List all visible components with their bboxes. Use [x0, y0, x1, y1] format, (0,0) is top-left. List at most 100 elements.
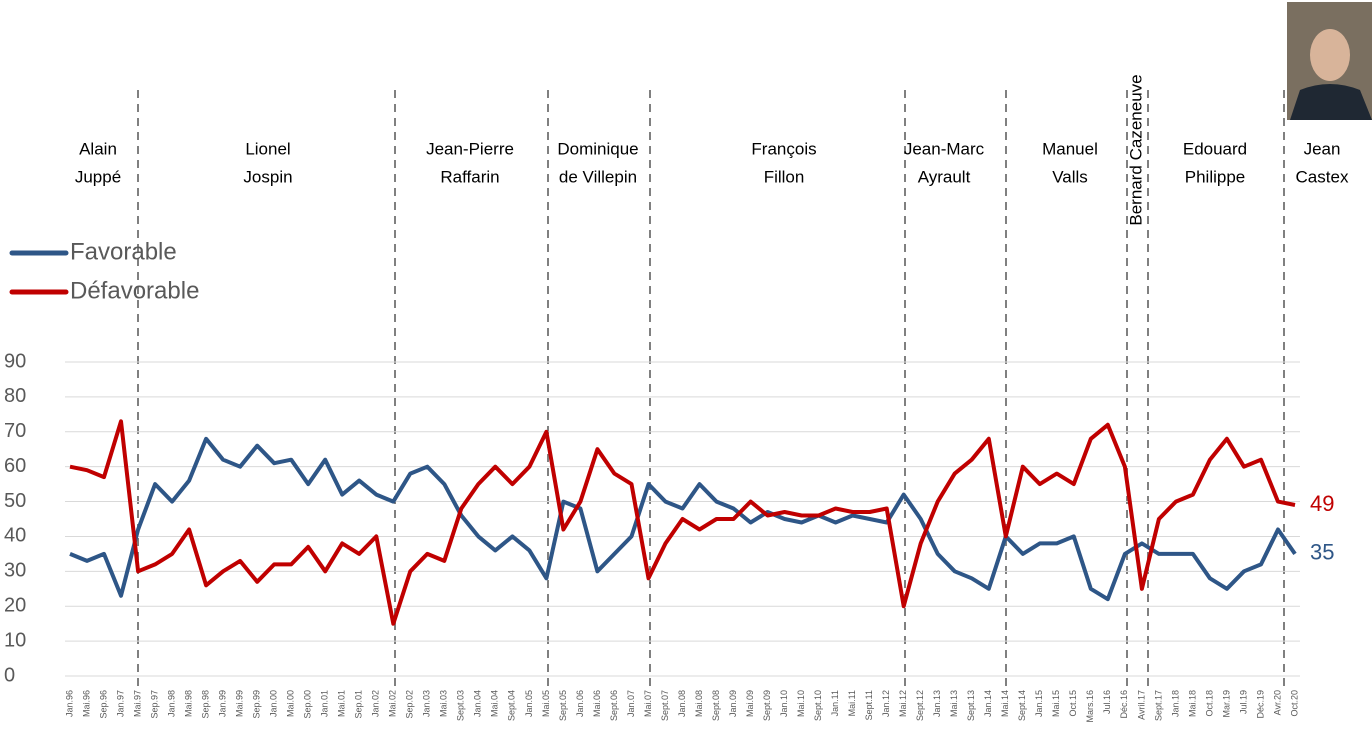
- prime-minister-label: François: [751, 139, 816, 158]
- x-tick-label: Jan.98: [166, 690, 176, 717]
- x-tick-label: Jan.97: [115, 690, 125, 717]
- y-tick-label: 60: [4, 455, 26, 477]
- prime-minister-label: Jean: [1304, 139, 1341, 158]
- x-tick-label: Avr.20: [1272, 690, 1282, 715]
- x-tick-label: Jan.12: [881, 690, 891, 717]
- prime-minister-label: Valls: [1052, 167, 1088, 186]
- prime-minister-label: Ayrault: [918, 167, 971, 186]
- x-tick-label: Jan.00: [269, 690, 279, 717]
- x-tick-label: Sept.14: [1017, 690, 1027, 721]
- x-tick-label: Jan.15: [1034, 690, 1044, 717]
- x-tick-label: Sep.99: [252, 690, 262, 719]
- prime-minister-label: Fillon: [764, 167, 805, 186]
- y-tick-label: 0: [4, 664, 15, 686]
- x-tick-label: Mar.19: [1221, 690, 1231, 718]
- x-tick-label: Jan.09: [728, 690, 738, 717]
- period-dividers: [137, 90, 1285, 690]
- x-tick-label: Jan.13: [932, 690, 942, 717]
- end-value-label: 35: [1310, 540, 1334, 565]
- x-tick-label: Jan.18: [1170, 690, 1180, 717]
- x-tick-label: Sep.96: [98, 690, 108, 719]
- prime-minister-label: Dominique: [557, 139, 638, 158]
- x-tick-label: Mai.10: [796, 690, 806, 717]
- x-tick-label: Sept.17: [1153, 690, 1163, 721]
- legend-label: Défavorable: [70, 277, 199, 304]
- x-tick-label: Sep.01: [354, 690, 364, 719]
- x-tick-label: Jan.02: [371, 690, 381, 717]
- x-tick-label: Jan.06: [575, 690, 585, 717]
- x-tick-label: Mai.01: [337, 690, 347, 717]
- x-tick-label: Jan.14: [983, 690, 993, 717]
- x-tick-label: Sept.13: [966, 690, 976, 721]
- x-tick-label: Sept.10: [813, 690, 823, 721]
- x-tick-label: Mai.05: [541, 690, 551, 717]
- prime-minister-label: Raffarin: [440, 167, 499, 186]
- y-tick-label: 50: [4, 490, 26, 512]
- x-tick-label: Sep.98: [200, 690, 210, 719]
- x-tick-label: Mai.96: [81, 690, 91, 717]
- x-tick-label: Déc.19: [1255, 690, 1265, 719]
- x-tick-label: Sept.08: [711, 690, 721, 721]
- x-tick-label: Jan.99: [218, 690, 228, 717]
- x-tick-label: Sept.12: [915, 690, 925, 721]
- y-tick-label: 40: [4, 525, 26, 547]
- prime-minister-label: Jospin: [243, 167, 292, 186]
- prime-minister-label: Juppé: [75, 167, 121, 186]
- prime-minister-label: Edouard: [1183, 139, 1247, 158]
- y-tick-label: 10: [4, 629, 26, 651]
- series-line: [69, 436, 1297, 602]
- x-tick-label: Sep.00: [303, 690, 313, 719]
- x-tick-label: Mai.06: [592, 690, 602, 717]
- x-tick-label: Jan.03: [422, 690, 432, 717]
- x-tick-label: Mai.98: [183, 690, 193, 717]
- x-tick-label: Mai.14: [1000, 690, 1010, 717]
- x-tick-label: Avril.17: [1136, 690, 1146, 720]
- x-tick-label: Déc.16: [1119, 690, 1129, 719]
- x-tick-label: Sep.97: [149, 690, 159, 719]
- prime-minister-label: Jean-Pierre: [426, 139, 514, 158]
- y-tick-label: 70: [4, 420, 26, 442]
- y-tick-label: 30: [4, 560, 26, 582]
- x-tick-label: Sept.07: [660, 690, 670, 721]
- portrait: [1287, 2, 1372, 120]
- prime-minister-label: Jean-Marc: [904, 139, 985, 158]
- photo-face: [1310, 29, 1350, 81]
- prime-minister-label: Alain: [79, 139, 117, 158]
- x-tick-label: Sep.02: [405, 690, 415, 719]
- x-tick-label: Mai.99: [235, 690, 245, 717]
- x-tick-label: Jan.04: [473, 690, 483, 717]
- prime-minister-label: Philippe: [1185, 167, 1246, 186]
- x-tick-label: Jul.19: [1238, 690, 1248, 714]
- x-tick-label: Jan.11: [830, 690, 840, 716]
- y-tick-label: 20: [4, 595, 26, 617]
- x-tick-label: Mai.97: [132, 690, 142, 717]
- x-tick-label: Mars.16: [1085, 690, 1095, 723]
- x-tick-label: Sept.09: [762, 690, 772, 721]
- x-tick-label: Mai.03: [439, 690, 449, 717]
- x-tick-label: Sept.03: [456, 690, 466, 721]
- x-tick-label: Sept.11: [864, 690, 874, 720]
- x-tick-label: Mai.04: [490, 690, 500, 717]
- prime-minister-label: Manuel: [1042, 139, 1098, 158]
- x-tick-label: Oct.20: [1289, 690, 1299, 717]
- x-tick-label: Jul.16: [1102, 690, 1112, 714]
- x-tick-label: Mai.09: [745, 690, 755, 717]
- y-tick-label: 90: [4, 350, 26, 372]
- x-tick-label: Oct.18: [1204, 690, 1214, 717]
- x-tick-label: Sept.05: [558, 690, 568, 721]
- prime-minister-label: Bernard Cazeneuve: [1126, 74, 1145, 225]
- y-tick-label: 80: [4, 385, 26, 407]
- prime-minister-label: de Villepin: [559, 167, 637, 186]
- x-tick-label: Jan.96: [64, 690, 74, 717]
- x-tick-label: Mai.00: [286, 690, 296, 717]
- x-tick-label: Jan.08: [677, 690, 687, 717]
- end-value-label: 49: [1310, 491, 1334, 516]
- x-tick-label: Jan.10: [779, 690, 789, 717]
- x-tick-label: Mai.18: [1187, 690, 1197, 717]
- prime-minister-label: Lionel: [245, 139, 290, 158]
- x-tick-label: Mai.13: [949, 690, 959, 717]
- x-tick-label: Jan.01: [320, 690, 330, 717]
- x-tick-label: Oct.15: [1068, 690, 1078, 717]
- x-tick-label: Jan.05: [524, 690, 534, 717]
